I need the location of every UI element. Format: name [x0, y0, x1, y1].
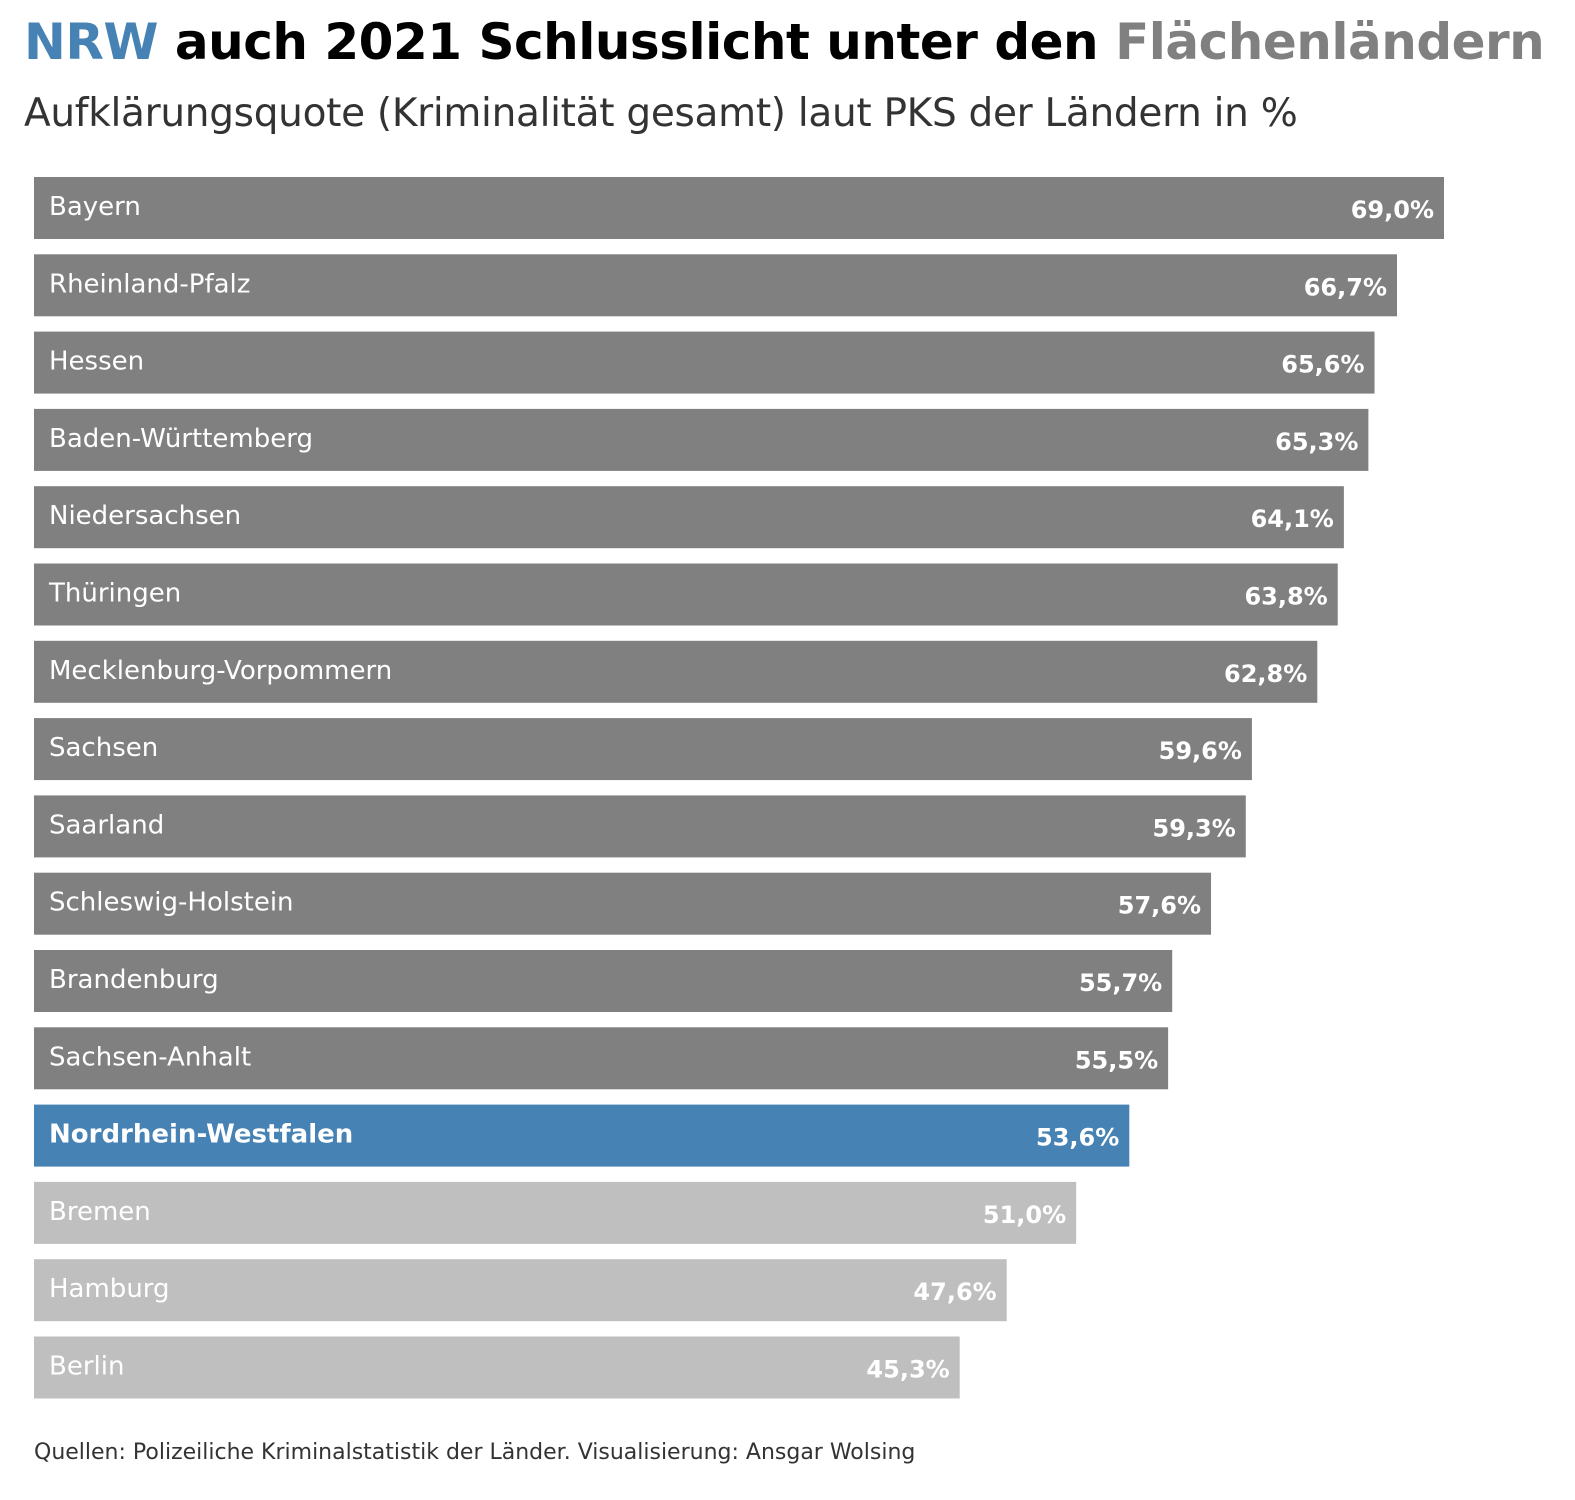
bar-row-saarland: Saarland 59,3% — [34, 795, 1246, 858]
bar-thueringen — [34, 563, 1338, 626]
title-flaechenlaender: Flächenländern — [1115, 13, 1545, 71]
bar-row-brandenburg: Brandenburg 55,7% — [34, 950, 1173, 1012]
source-note: Quellen: Polizeiliche Kriminalstatistik … — [34, 1440, 916, 1465]
data-label-bremen: 51,0% — [983, 1201, 1066, 1229]
bar-bayern — [34, 177, 1444, 239]
bar-row-berlin: Berlin 45,3% — [34, 1336, 960, 1399]
bar-label-thueringen: Thüringen — [48, 579, 181, 609]
bar-rheinland-pfalz — [34, 254, 1397, 317]
data-label-niedersachsen: 64,1% — [1251, 505, 1334, 533]
data-label-thueringen: 63,8% — [1244, 583, 1327, 611]
bar-sachsen — [34, 718, 1252, 781]
bar-baden-wuerttemberg — [34, 408, 1369, 471]
bar-label-hessen: Hessen — [49, 347, 144, 377]
bar-row-bayern: Bayern 69,0% — [34, 177, 1444, 239]
bar-row-baden-wuerttemberg: Baden-Württemberg 65,3% — [34, 408, 1369, 471]
bar-nordrhein-westfalen — [34, 1104, 1130, 1167]
bar-row-niedersachsen: Niedersachsen 64,1% — [34, 486, 1344, 549]
bar-berlin — [34, 1336, 960, 1399]
bar-row-sachsen-anhalt: Sachsen-Anhalt 55,5% — [34, 1027, 1169, 1090]
data-label-sachsen-anhalt: 55,5% — [1075, 1046, 1158, 1074]
data-label-berlin: 45,3% — [866, 1356, 949, 1384]
bar-row-hessen: Hessen 65,6% — [34, 331, 1375, 394]
bar-label-sachsen-anhalt: Sachsen-Anhalt — [49, 1042, 251, 1072]
bar-brandenburg — [34, 950, 1173, 1012]
bar-hessen — [34, 331, 1375, 394]
bar-label-hamburg: Hamburg — [49, 1274, 170, 1304]
bar-saarland — [34, 795, 1246, 858]
data-label-sachsen: 59,6% — [1159, 737, 1242, 765]
bar-row-rheinland-pfalz: Rheinland-Pfalz 66,7% — [34, 254, 1397, 317]
bar-label-rheinland-pfalz: Rheinland-Pfalz — [49, 269, 250, 299]
data-label-mecklenburg-vorpommern: 62,8% — [1224, 660, 1307, 688]
data-label-baden-wuerttemberg: 65,3% — [1275, 428, 1358, 456]
bar-row-mecklenburg-vorpommern: Mecklenburg-Vorpommern 62,8% — [34, 640, 1318, 703]
bar-bremen — [34, 1181, 1077, 1244]
bar-niedersachsen — [34, 486, 1344, 549]
bar-row-schleswig-holstein: Schleswig-Holstein 57,6% — [34, 872, 1212, 935]
bar-label-brandenburg: Brandenburg — [49, 965, 219, 995]
data-label-hamburg: 47,6% — [913, 1278, 996, 1306]
bar-hamburg — [34, 1259, 1007, 1322]
bar-label-saarland: Saarland — [49, 810, 164, 840]
chart-subtitle: Aufklärungsquote (Kriminalität gesamt) l… — [24, 91, 1298, 136]
bar-row-thueringen: Thüringen 63,8% — [34, 563, 1338, 626]
title-middle-text: auch 2021 Schlusslicht unter den — [158, 13, 1116, 71]
data-label-brandenburg: 55,7% — [1079, 969, 1162, 997]
data-label-hessen: 65,6% — [1281, 351, 1364, 379]
data-label-bayern: 69,0% — [1351, 196, 1434, 224]
bar-label-bremen: Bremen — [49, 1197, 151, 1227]
bar-label-mecklenburg-vorpommern: Mecklenburg-Vorpommern — [49, 656, 392, 686]
data-label-schleswig-holstein: 57,6% — [1118, 892, 1201, 920]
bar-label-niedersachsen: Niedersachsen — [49, 501, 241, 531]
bar-label-berlin: Berlin — [49, 1352, 124, 1382]
title-highlight-nrw: NRW — [24, 13, 159, 71]
bar-label-schleswig-holstein: Schleswig-Holstein — [49, 888, 294, 918]
bar-sachsen-anhalt — [34, 1027, 1169, 1090]
bar-label-bayern: Bayern — [49, 192, 141, 222]
bar-row-hamburg: Hamburg 47,6% — [34, 1259, 1007, 1322]
data-label-saarland: 59,3% — [1153, 814, 1236, 842]
bar-label-sachsen: Sachsen — [49, 733, 158, 763]
bar-row-sachsen: Sachsen 59,6% — [34, 718, 1252, 781]
data-label-rheinland-pfalz: 66,7% — [1304, 273, 1387, 301]
bar-row-bremen: Bremen 51,0% — [34, 1181, 1077, 1244]
bar-label-nordrhein-westfalen: Nordrhein-Westfalen — [49, 1120, 353, 1150]
bar-row-nordrhein-westfalen: Nordrhein-Westfalen 53,6% — [34, 1104, 1130, 1167]
bar-mecklenburg-vorpommern — [34, 640, 1318, 703]
chart-title: NRW auch 2021 Schlusslicht unter den Flä… — [24, 10, 1545, 74]
bar-label-baden-wuerttemberg: Baden-Württemberg — [49, 424, 313, 454]
bar-schleswig-holstein — [34, 872, 1212, 935]
data-label-nordrhein-westfalen: 53,6% — [1036, 1124, 1119, 1152]
